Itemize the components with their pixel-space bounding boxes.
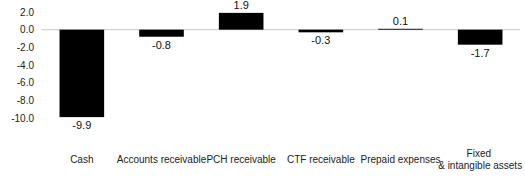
- x-tick-label: Fixed & intangible assets: [438, 148, 522, 171]
- label-line: Fixed: [467, 148, 494, 159]
- y-tick: [39, 65, 42, 66]
- x-tick-label: CTF receivable: [287, 154, 355, 165]
- y-tick: [39, 118, 42, 119]
- y-tick: [39, 100, 42, 101]
- data-label: -0.8: [152, 39, 171, 51]
- bar: [378, 28, 423, 30]
- y-tick: [39, 47, 42, 48]
- x-tick-label: PCH receivable: [206, 154, 276, 165]
- y-axis: 2.0 0.0 -2.0 -4.0 -6.0 -8.0 -10.0: [11, 7, 42, 124]
- bar: [139, 30, 184, 37]
- y-tick-label: -10.0: [11, 113, 34, 124]
- y-tick-label: -4.0: [17, 60, 35, 71]
- chart: 2.0 0.0 -2.0 -4.0 -6.0 -8.0 -10.0 -9.9 -0.8 1.9 -0…: [0, 0, 525, 179]
- data-label: -0.3: [311, 34, 330, 46]
- y-tick: [39, 12, 42, 13]
- data-label: -9.9: [72, 119, 91, 131]
- bars: [60, 13, 503, 117]
- data-label: -1.7: [471, 47, 490, 59]
- y-tick: [39, 29, 42, 30]
- x-tick-label: Prepaid expenses: [360, 154, 440, 165]
- bar: [60, 30, 105, 117]
- data-label: 1.9: [234, 0, 249, 11]
- data-labels: -9.9 -0.8 1.9 -0.3 0.1 -1.7: [72, 0, 489, 131]
- zero-line: [42, 29, 520, 30]
- x-axis: Cash Accounts receivablePCH receivable CTF…: [70, 148, 522, 171]
- bar: [458, 30, 503, 45]
- data-label: 0.1: [393, 15, 408, 27]
- y-tick-label: -2.0: [17, 42, 35, 53]
- y-tick-label: -8.0: [17, 95, 35, 106]
- y-tick-label: -6.0: [17, 77, 35, 88]
- bar: [299, 30, 344, 33]
- y-tick-label: 0.0: [20, 24, 34, 35]
- label-line: & intangible assets: [438, 160, 522, 171]
- x-tick-label: Cash: [70, 154, 93, 165]
- y-tick-label: 2.0: [20, 7, 34, 18]
- y-tick: [39, 82, 42, 83]
- bar: [219, 13, 264, 30]
- x-tick-label: Accounts receivable: [117, 154, 207, 165]
